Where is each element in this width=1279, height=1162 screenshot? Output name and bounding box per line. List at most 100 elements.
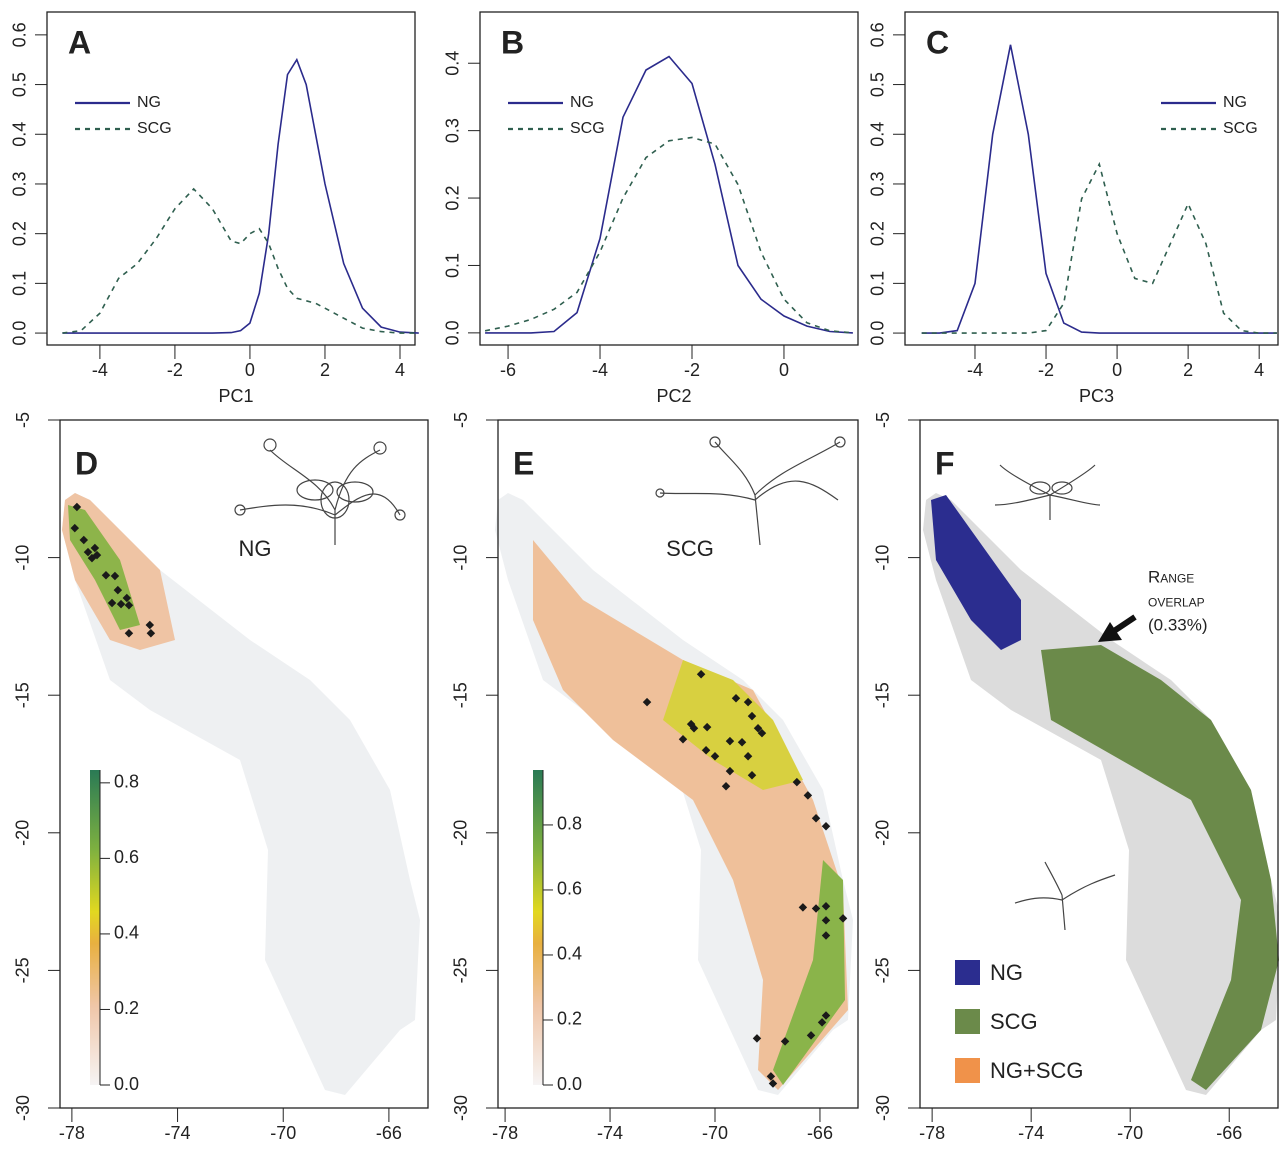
panel-label: C — [926, 24, 949, 60]
occurrence-point — [710, 752, 720, 761]
panel-label: F — [935, 445, 955, 481]
colorbar-tick-label: 0.6 — [557, 879, 582, 899]
x-tick-label: -2 — [684, 360, 700, 380]
legend-label: NG — [990, 960, 1023, 985]
occurrence-point — [792, 777, 802, 787]
y-tick-label: -25 — [451, 957, 471, 983]
density-line — [62, 187, 419, 334]
legend-label: NG — [570, 94, 594, 111]
occurrence-point — [821, 902, 831, 911]
plot-frame — [46, 11, 416, 346]
occurrence-point — [737, 738, 747, 747]
x-tick-label: -2 — [167, 360, 183, 380]
occurrence-point — [780, 1037, 790, 1046]
y-tick-label: -5 — [873, 412, 893, 428]
y-tick-label: 0.0 — [10, 321, 30, 346]
plot-frame — [904, 11, 1279, 346]
occurrence-point — [731, 693, 741, 703]
suitability-high — [663, 660, 803, 790]
y-tick-label: 0.4 — [443, 51, 463, 76]
occurrence-point — [743, 752, 753, 761]
y-tick-label: -25 — [873, 957, 893, 983]
occurrence-point — [766, 1072, 776, 1081]
occurrence-point — [806, 1031, 816, 1040]
occurrence-point — [821, 821, 831, 831]
density-line — [921, 44, 1277, 334]
x-tick-label: -70 — [270, 1123, 296, 1143]
y-tick-label: 0.0 — [868, 321, 888, 346]
occurrence-point — [811, 904, 821, 913]
occurrence-point — [821, 1011, 831, 1020]
occurrence-point — [725, 736, 735, 746]
panel-label: A — [68, 24, 91, 60]
density-line — [484, 136, 853, 334]
colorbar-tick-label: 0.8 — [557, 814, 582, 834]
legend-label: SCG — [137, 120, 172, 137]
ng-range — [931, 495, 1021, 650]
y-tick-label: 0.4 — [868, 122, 888, 147]
legend-label: SCG — [990, 1009, 1038, 1034]
x-tick-label: 0 — [1112, 360, 1122, 380]
x-tick-label: -4 — [92, 360, 108, 380]
y-tick-label: -20 — [451, 820, 471, 846]
y-tick-label: 0.1 — [443, 253, 463, 278]
x-tick-label: 2 — [1183, 360, 1193, 380]
occurrence-point — [821, 931, 831, 940]
y-tick-label: -30 — [451, 1095, 471, 1121]
panel-label: B — [501, 24, 524, 60]
x-tick-label: -78 — [492, 1123, 518, 1143]
y-tick-label: 0.2 — [443, 186, 463, 211]
plot-frame — [497, 419, 859, 1109]
y-tick-label: 0.0 — [443, 320, 463, 345]
x-tick-label: -2 — [1038, 360, 1054, 380]
occurrence-point — [689, 723, 699, 733]
panel-label: E — [513, 445, 534, 481]
y-tick-label: 0.6 — [10, 22, 30, 47]
y-tick-label: -10 — [451, 545, 471, 571]
annotation: Range — [1148, 567, 1194, 586]
occurrence-point — [721, 782, 731, 791]
colorbar-tick-label: 0.8 — [114, 772, 139, 792]
x-tick-label: 4 — [395, 360, 405, 380]
occurrence-point — [642, 697, 652, 707]
occurrence-point — [747, 771, 757, 780]
y-tick-label: 0.2 — [868, 221, 888, 246]
occurrence-point — [752, 1034, 762, 1043]
legend-swatch — [955, 960, 980, 985]
colorbar-tick-label: 0.0 — [114, 1074, 139, 1094]
y-tick-label: 0.1 — [868, 271, 888, 296]
y-tick-label: -30 — [873, 1095, 893, 1121]
x-axis-title: PC2 — [656, 386, 691, 406]
x-axis-title: PC3 — [1079, 386, 1114, 406]
occurrence-point — [678, 734, 688, 744]
occurrence-point — [701, 745, 711, 755]
colorbar-tick-label: 0.4 — [114, 923, 139, 943]
plant-sketch — [234, 436, 1116, 931]
x-tick-label: -66 — [1216, 1123, 1242, 1143]
occurrence-point — [72, 502, 82, 512]
occurrence-point — [702, 722, 712, 732]
legend-label: NG+SCG — [990, 1058, 1084, 1083]
y-tick-label: -20 — [13, 820, 33, 846]
occurrence-point — [838, 914, 848, 923]
colorbar-tick-label: 0.2 — [557, 1009, 582, 1029]
y-tick-label: 0.2 — [10, 221, 30, 246]
annotation: (0.33%) — [1148, 615, 1208, 634]
colorbar — [533, 770, 543, 1085]
legend-label: SCG — [570, 120, 605, 137]
x-tick-label: -78 — [59, 1123, 85, 1143]
occurrence-point — [696, 670, 706, 679]
panel-label: D — [75, 445, 98, 481]
x-tick-label: -78 — [919, 1123, 945, 1143]
x-tick-label: -74 — [1018, 1123, 1044, 1143]
colorbar-tick-label: 0.0 — [557, 1074, 582, 1094]
suitability-high — [68, 505, 140, 630]
colorbar — [90, 770, 100, 1085]
density-line — [62, 57, 419, 334]
x-tick-label: -66 — [807, 1123, 833, 1143]
y-tick-label: -10 — [873, 545, 893, 571]
density-line — [921, 161, 1277, 334]
occurrence-point — [817, 1018, 827, 1027]
x-tick-label: 0 — [245, 360, 255, 380]
